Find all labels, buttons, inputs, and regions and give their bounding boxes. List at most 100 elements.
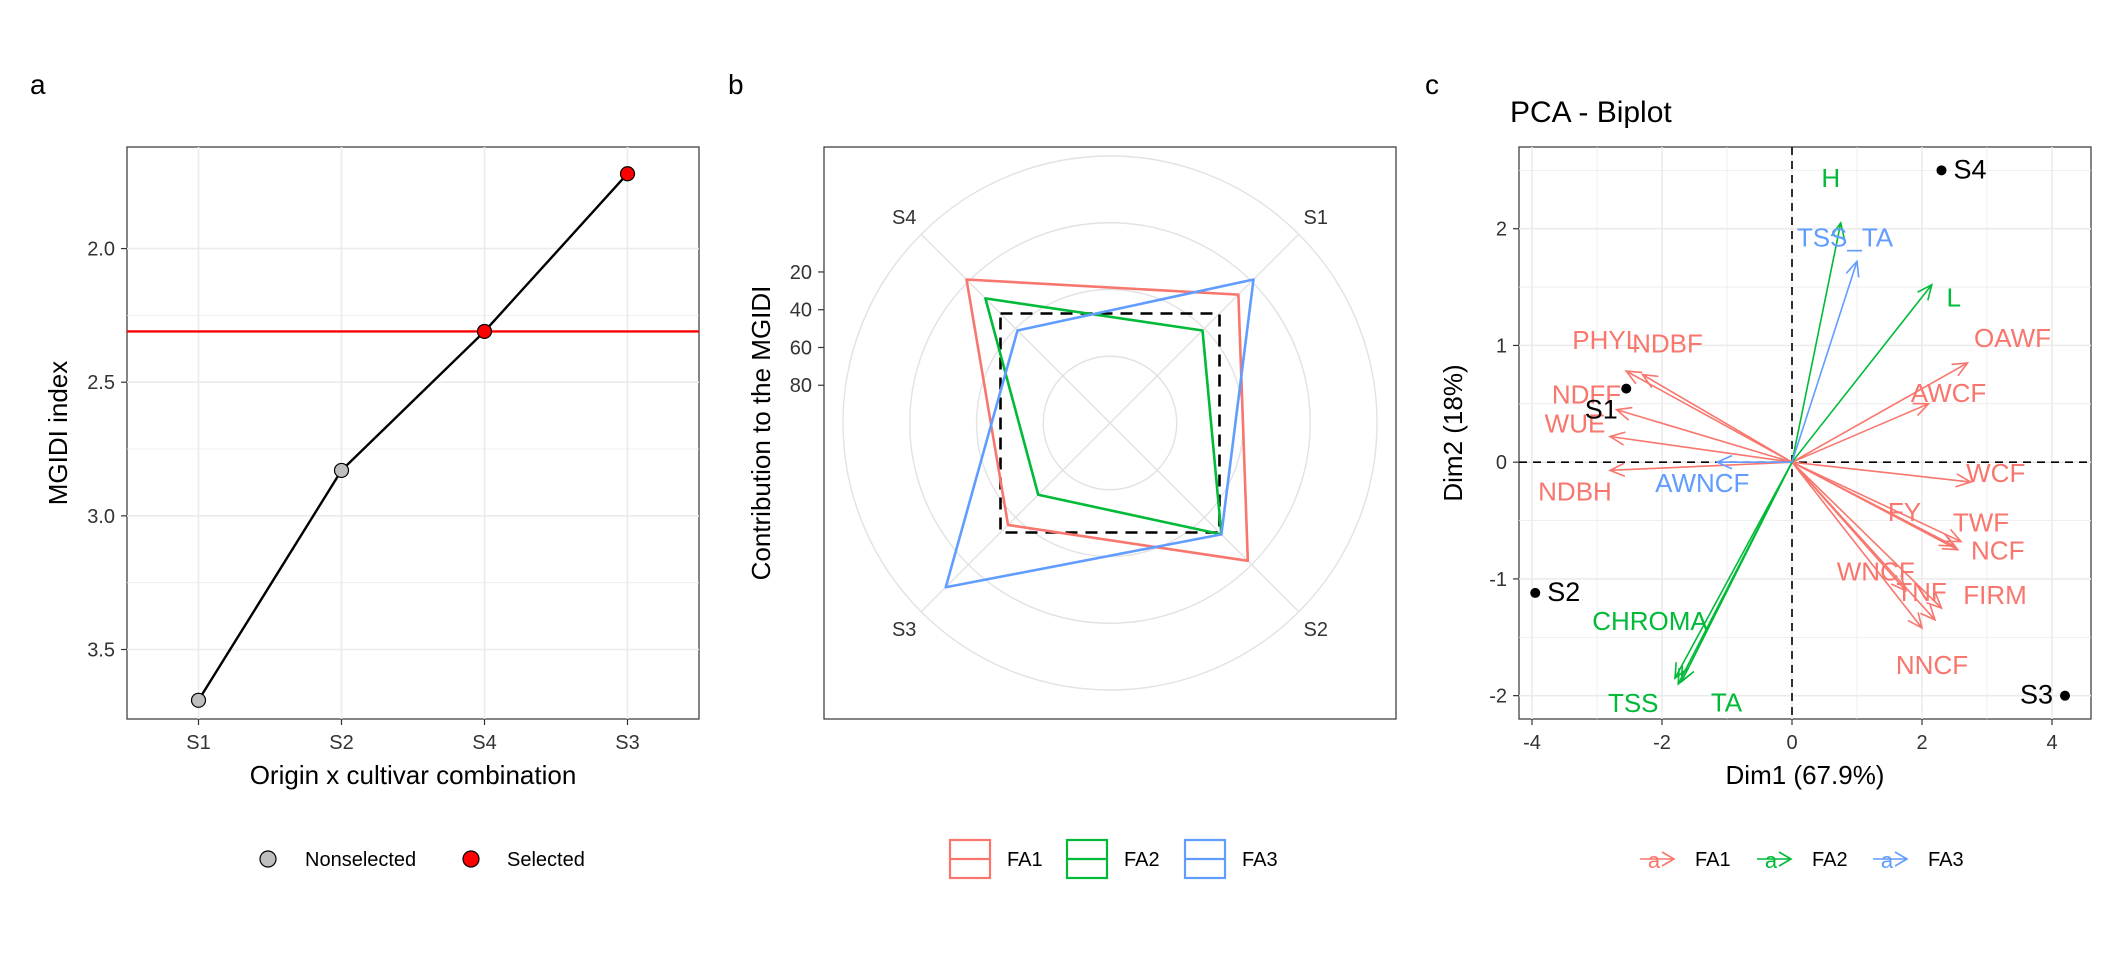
vector-arrowhead bbox=[1608, 462, 1626, 477]
point-S3 bbox=[619, 166, 636, 182]
legend-key-arrowhead bbox=[1894, 851, 1909, 867]
legend-key-arrowhead bbox=[1778, 851, 1793, 867]
vector-NDBF: NDBF bbox=[1632, 329, 1793, 463]
legend-label-selected: Selected bbox=[507, 849, 585, 871]
vector-label: NDBH bbox=[1538, 476, 1612, 506]
vector-label: TNF bbox=[1896, 577, 1947, 607]
vector-WNCF: WNCF bbox=[1791, 461, 1915, 593]
panel-b-radial-ticks: 20 40 60 80 bbox=[790, 262, 824, 397]
vector-NNCF: NNCF bbox=[1791, 461, 1968, 680]
radar-series-FA1 bbox=[965, 278, 1250, 563]
radial-grid-circle bbox=[909, 222, 1311, 624]
vector-label: WUE bbox=[1545, 409, 1606, 439]
vector-label: NDFF bbox=[1552, 380, 1621, 410]
vector-line bbox=[1791, 461, 1923, 629]
y-tick-label: 2 bbox=[1496, 219, 1507, 241]
x-tick-label: 0 bbox=[1786, 732, 1797, 754]
panel-a: 2.0 2.5 3.0 3.5 S1 S2 S4 S3 Origin x cultivar … bbox=[43, 146, 700, 871]
point-label: S3 bbox=[2020, 680, 2053, 710]
panel-label-a: a bbox=[30, 69, 46, 100]
vector-arrowhead bbox=[1920, 604, 1937, 622]
panel-b-series bbox=[944, 278, 1255, 589]
x-tick-label: S1 bbox=[186, 732, 210, 754]
panel-c-points: S1 S2 S3 S4 bbox=[1530, 154, 2070, 710]
panel-a-grid bbox=[127, 147, 699, 719]
radial-grid-spoke bbox=[920, 422, 1111, 613]
panel-b: S1 S2 S3 S4 20 40 60 80 Contribution to the MG… bbox=[746, 146, 1397, 880]
legend-label-fa1: FA1 bbox=[1007, 849, 1043, 871]
point-label: S4 bbox=[1954, 154, 1987, 184]
vector-label: OAWF bbox=[1974, 323, 2051, 353]
vector-FY: FY bbox=[1791, 461, 1957, 548]
legend-item-FA3: a FA3 bbox=[1873, 848, 1964, 873]
legend-label-fa2: FA2 bbox=[1124, 849, 1160, 871]
vector-CHROMA: CHROMA bbox=[1592, 461, 1793, 680]
vector-label: TSS_TA bbox=[1797, 222, 1894, 252]
vector-line bbox=[1791, 362, 1968, 463]
legend-item-FA1: a FA1 bbox=[1640, 848, 1731, 873]
vector-AWCF: AWCF bbox=[1791, 378, 1986, 463]
point-S4: S4 bbox=[1936, 154, 1987, 184]
vector-arrowhead bbox=[1715, 454, 1733, 470]
vector-arrowhead bbox=[1614, 406, 1633, 421]
point-marker bbox=[1530, 587, 1541, 598]
y-tick-label: 2.0 bbox=[87, 239, 115, 261]
panel-a-legend: Nonselected Selected bbox=[259, 849, 585, 871]
legend-label: FA3 bbox=[1928, 849, 1964, 871]
vector-line bbox=[1609, 461, 1793, 472]
radial-grid-spoke bbox=[920, 233, 1111, 424]
vector-line bbox=[1616, 408, 1793, 463]
vector-label: NNCF bbox=[1896, 650, 1968, 680]
panel-c-zero-lines bbox=[1519, 147, 2091, 719]
x-tick-label: S2 bbox=[329, 732, 353, 754]
vector-arrowhead bbox=[1917, 283, 1933, 301]
vector-PHYL: PHYL bbox=[1572, 325, 1793, 463]
vector-label: TWF bbox=[1953, 508, 2009, 538]
vector-line bbox=[1674, 461, 1793, 679]
vector-arrowhead bbox=[1845, 259, 1860, 278]
point-S2 bbox=[333, 462, 350, 479]
x-tick-label: -2 bbox=[1653, 732, 1671, 754]
vector-L: L bbox=[1791, 283, 1961, 463]
panel-b-reference-square bbox=[999, 312, 1221, 534]
vector-label: NCF bbox=[1971, 536, 2024, 566]
vector-line bbox=[1791, 261, 1858, 463]
vector-line bbox=[1791, 461, 1907, 592]
point-S3: S3 bbox=[2020, 680, 2070, 710]
legend-label-nonselected: Nonselected bbox=[305, 849, 416, 871]
vector-line bbox=[1791, 403, 1929, 463]
vector-OAWF: OAWF bbox=[1791, 323, 2051, 463]
point-S1: S1 bbox=[1585, 383, 1632, 425]
legend-label: FA2 bbox=[1812, 849, 1848, 871]
y-tick-label: 1 bbox=[1496, 335, 1507, 357]
vector-arrowhead bbox=[1830, 220, 1846, 239]
vector-label: TSS bbox=[1608, 688, 1659, 718]
legend-key-symbol: a bbox=[1648, 848, 1661, 873]
vector-arrowhead bbox=[1912, 402, 1931, 417]
panel-c-x-ticks: -4 -2 0 2 4 bbox=[1523, 719, 2058, 754]
y-tick-label: 2.5 bbox=[87, 372, 115, 394]
vector-line bbox=[1642, 373, 1793, 463]
vector-arrowhead bbox=[1955, 473, 1973, 488]
point-marker bbox=[1621, 383, 1632, 394]
vector-WCF: WCF bbox=[1791, 458, 2025, 488]
legend-key-selected bbox=[462, 850, 480, 868]
point-S4 bbox=[476, 323, 493, 340]
radar-axis-label-S3: S3 bbox=[892, 619, 916, 641]
vector-line bbox=[1680, 461, 1793, 683]
radar-series-FA2 bbox=[984, 297, 1223, 536]
panel-b-y-axis-title: Contribution to the MGIDI bbox=[746, 286, 776, 581]
vector-line bbox=[1791, 222, 1842, 463]
radial-tick-label: 80 bbox=[790, 375, 812, 397]
radial-tick-label: 60 bbox=[790, 337, 812, 359]
vector-TSS_TA: TSS_TA bbox=[1791, 222, 1894, 463]
radial-grid-circle bbox=[1042, 355, 1178, 491]
panel-c-title: PCA - Biplot bbox=[1510, 96, 1672, 129]
vector-label: FY bbox=[1888, 497, 1921, 527]
vector-NCF: NCF bbox=[1791, 461, 2024, 566]
x-tick-label: S3 bbox=[615, 732, 639, 754]
y-tick-label: 0 bbox=[1496, 452, 1507, 474]
vector-arrowhead bbox=[1938, 533, 1957, 548]
